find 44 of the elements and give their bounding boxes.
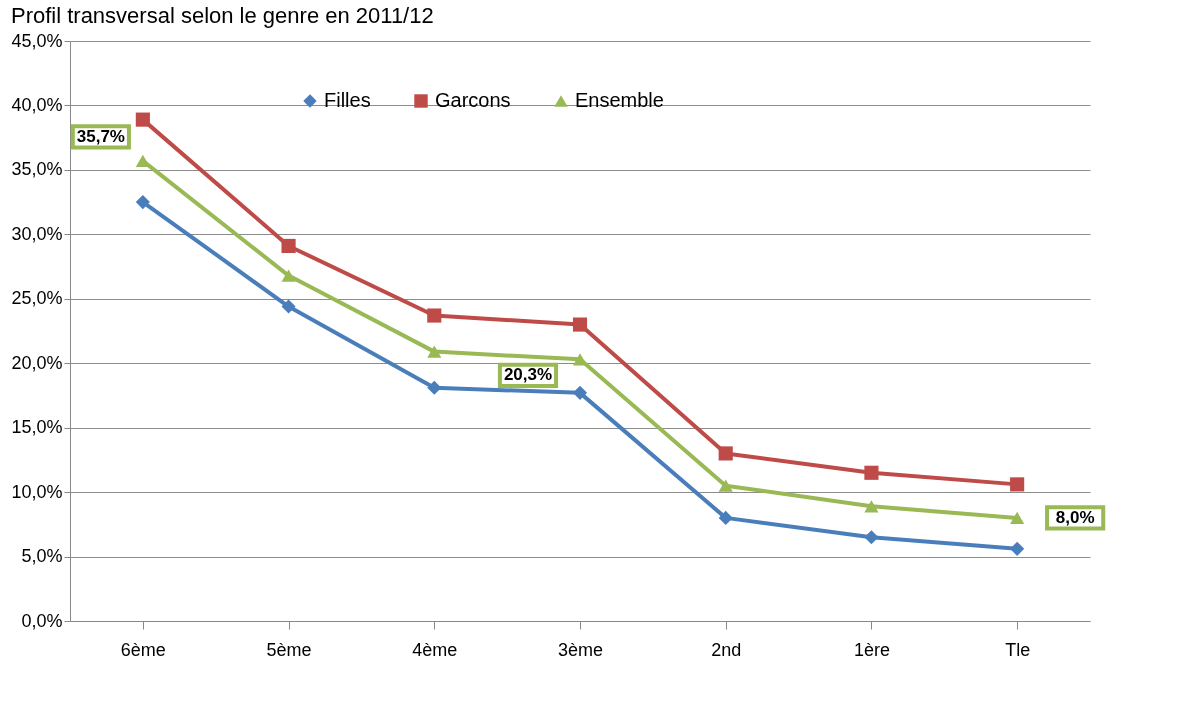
x-tick-label: 4ème	[412, 639, 458, 660]
y-tick-label: 5,0%	[21, 546, 63, 567]
y-tick-label: 10,0%	[11, 481, 63, 502]
point	[572, 317, 588, 332]
point	[135, 195, 150, 210]
legend-label: Ensemble	[575, 89, 664, 111]
x-tick-label: 6ème	[120, 639, 166, 660]
y-tick-label: 15,0%	[11, 417, 63, 438]
x-tick-label: 1ère	[853, 639, 890, 660]
point	[718, 446, 733, 461]
point	[281, 238, 296, 253]
point	[135, 112, 150, 127]
legend-label: Garcons	[435, 89, 511, 111]
y-tick-label: 25,0%	[11, 288, 63, 309]
chart-title: Profil transversal selon le genre en 2011/12	[10, 3, 434, 28]
point	[572, 385, 588, 400]
point	[281, 269, 296, 282]
point	[864, 530, 879, 545]
y-tick-label: 20,0%	[11, 352, 63, 373]
point	[1010, 541, 1025, 556]
point	[135, 154, 150, 167]
data-label: 35,7%	[76, 126, 125, 146]
point	[427, 308, 442, 323]
point	[1010, 477, 1025, 492]
point	[718, 479, 733, 492]
point	[427, 380, 442, 395]
x-tick-label: 5ème	[266, 639, 312, 660]
legend-label: Filles	[324, 89, 371, 111]
point	[864, 465, 879, 480]
data-label: 8,0%	[1055, 507, 1095, 527]
y-tick-label: 0,0%	[21, 610, 63, 631]
point	[281, 299, 296, 314]
y-tick-label: 45,0%	[11, 30, 63, 51]
x-tick-label: 3ème	[557, 639, 604, 660]
point	[718, 510, 733, 525]
point	[427, 345, 442, 358]
y-tick-label: 30,0%	[11, 223, 63, 244]
y-tick-label: 40,0%	[11, 94, 63, 115]
point	[1010, 511, 1025, 525]
x-tick-label: 2nd	[711, 639, 742, 660]
y-tick-label: 35,0%	[11, 159, 63, 180]
data-label: 20,3%	[503, 365, 553, 385]
point	[864, 500, 879, 513]
x-tick-label: Tle	[1005, 639, 1031, 660]
